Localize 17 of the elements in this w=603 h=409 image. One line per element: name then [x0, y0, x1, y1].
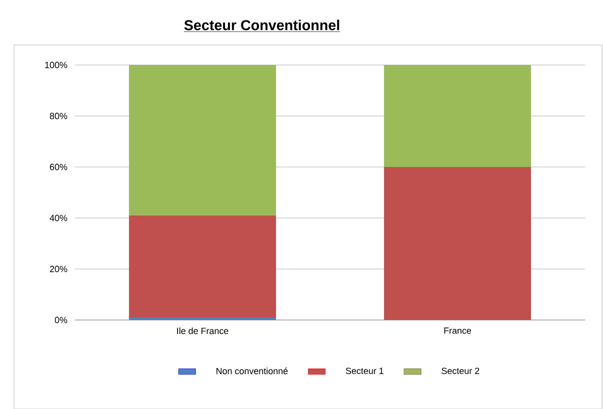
bar [129, 64, 276, 216]
y-tick-label: 100% [45, 62, 68, 68]
y-tick-label: 40% [50, 214, 68, 222]
bar [384, 64, 532, 167]
y-tick-label: 20% [50, 266, 68, 272]
x-tick-label: France [444, 327, 472, 334]
y-tick-label: 60% [50, 164, 68, 170]
legend-label: Secteur 2 [442, 368, 480, 374]
legend-label: Secteur 1 [346, 368, 384, 374]
chart-title: Secteur Conventionnel [184, 20, 340, 30]
x-tick-label: Ile de France [177, 327, 228, 334]
legend-label: Non conventionné [216, 367, 288, 374]
bar [129, 215, 276, 318]
bar [384, 166, 532, 320]
bar [129, 317, 276, 320]
y-tick-label: 80% [50, 112, 68, 120]
y-tick-label: 0% [54, 316, 68, 324]
